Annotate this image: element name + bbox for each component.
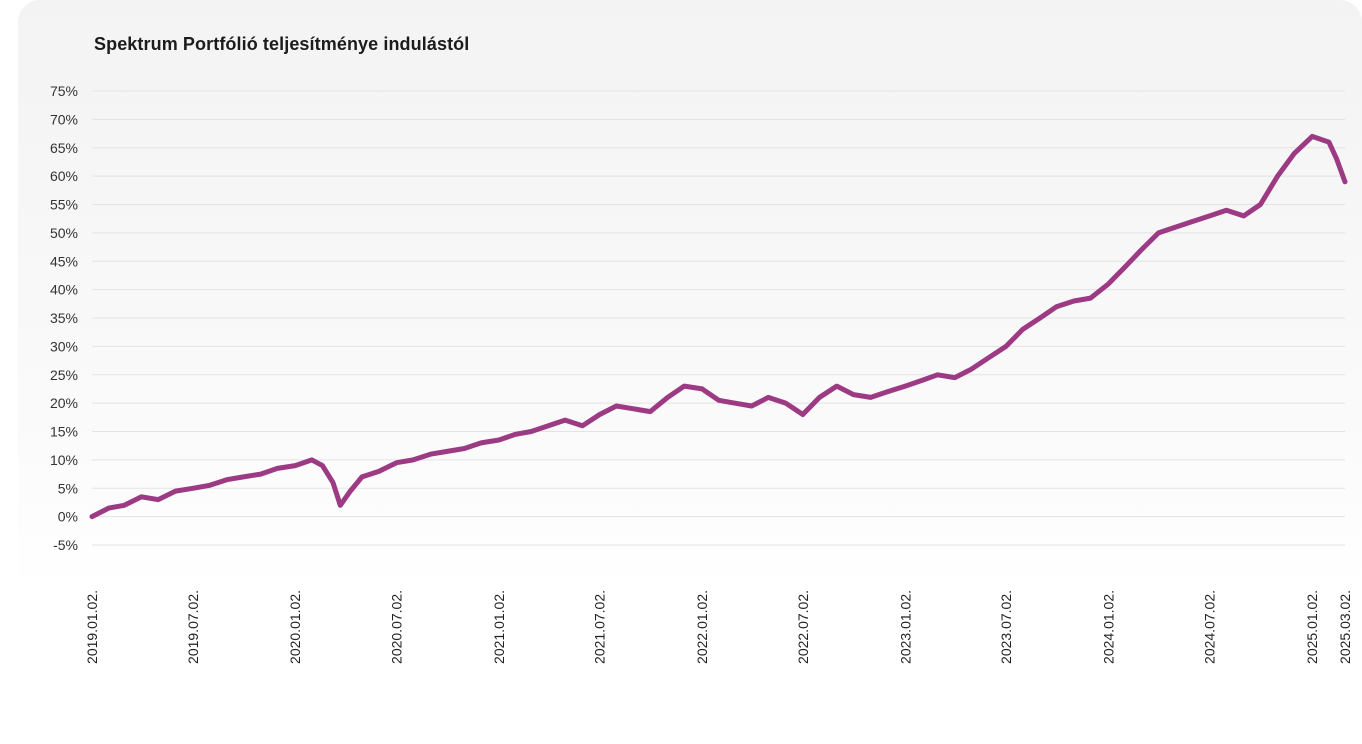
y-tick-label: 60%	[50, 168, 78, 184]
x-tick-label: 2019.01.02.	[84, 590, 100, 664]
y-tick-label: 40%	[50, 282, 78, 298]
performance-line	[89, 133, 1348, 520]
y-tick-label: 30%	[50, 338, 78, 354]
y-tick-label: 75%	[50, 83, 78, 99]
x-tick-label: 2022.07.02.	[795, 590, 811, 664]
x-tick-label: 2020.01.02.	[287, 590, 303, 664]
y-tick-label: 0%	[58, 509, 78, 525]
y-tick-label: 20%	[50, 395, 78, 411]
x-tick-label: 2020.07.02.	[388, 590, 404, 664]
y-tick-label: 5%	[58, 480, 78, 496]
chart-card	[18, 0, 1362, 590]
x-tick-label: 2023.07.02.	[998, 590, 1014, 664]
x-tick-label: 2025.01.02.	[1304, 590, 1320, 664]
y-tick-label: 10%	[50, 452, 78, 468]
x-tick-label: 2025.03.02.	[1337, 590, 1353, 664]
y-axis-labels: -5% 0% 5% 10% 15% 20% 25% 30% 35% 40% 45% 50% 55% 60%…	[50, 83, 78, 553]
x-tick-label: 2021.01.02.	[491, 590, 507, 664]
x-tick-label: 2024.07.02.	[1202, 590, 1218, 664]
chart-title: Spektrum Portfólió teljesítménye indulás…	[94, 34, 470, 54]
y-tick-label: -5%	[53, 537, 78, 553]
x-tick-label: 2019.07.02.	[185, 590, 201, 664]
grid-lines	[92, 90, 1345, 546]
y-tick-label: 50%	[50, 225, 78, 241]
x-tick-label: 2024.01.02.	[1100, 590, 1116, 664]
y-tick-label: 70%	[50, 111, 78, 127]
x-tick-label: 2021.07.02.	[592, 590, 608, 664]
y-tick-label: 35%	[50, 310, 78, 326]
y-tick-label: 15%	[50, 424, 78, 440]
x-tick-label: 2023.01.02.	[897, 590, 913, 664]
y-tick-label: 55%	[50, 197, 78, 213]
x-axis-labels: 2019.01.02. 2019.07.02. 2020.01.02. 2020.07…	[84, 590, 1353, 664]
y-tick-label: 45%	[50, 253, 78, 269]
y-tick-label: 65%	[50, 140, 78, 156]
x-tick-label: 2022.01.02.	[694, 590, 710, 664]
y-tick-label: 25%	[50, 367, 78, 383]
